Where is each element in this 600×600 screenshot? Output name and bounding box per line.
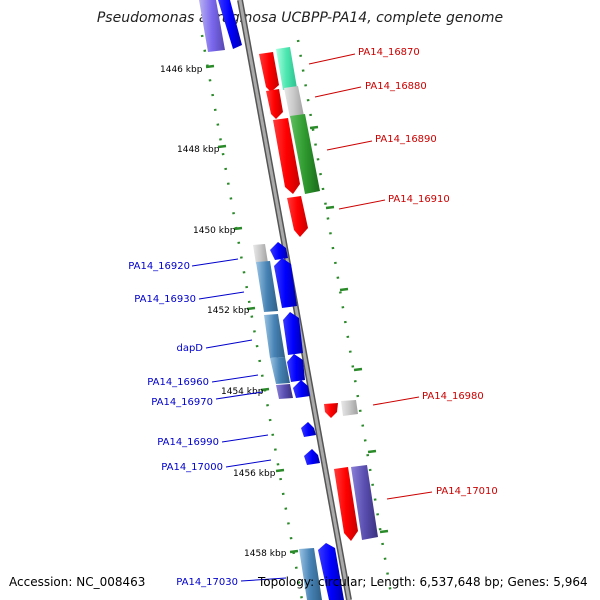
gene-pa14-16870[interactable] [276,47,297,90]
label-pa14-16970[interactable]: PA14_16970 [151,397,213,408]
scale-label-1450: 1450 kbp [193,226,236,236]
gene-pa14-16920[interactable] [253,242,288,264]
label-pa14-17010[interactable]: PA14_17010 [436,486,498,497]
label-pa14-16910[interactable]: PA14_16910 [388,194,450,205]
label-pa14-16930[interactable]: PA14_16930 [134,294,196,305]
gene-pa14-16930[interactable] [256,258,297,312]
gene-pa14-16890[interactable] [290,114,320,194]
label-pa14-16880[interactable]: PA14_16880 [365,81,427,92]
scale-ticks [205,64,389,554]
gene-pa14-16970[interactable] [276,380,310,399]
gene-pa14-17000[interactable] [304,449,320,465]
gene-pa14-16890-red[interactable] [273,118,300,194]
scale-label-1448: 1448 kbp [177,145,220,155]
gene-top-left-partial[interactable] [199,0,242,52]
label-pa14-17000[interactable]: PA14_17000 [161,462,223,473]
gene-pa14-17030[interactable] [299,543,344,600]
genome-title: Pseudomonas aeruginosa UCBPP-PA14, compl… [96,10,504,26]
left-callouts [191,258,287,582]
label-pa14-16890[interactable]: PA14_16890 [375,134,437,145]
gene-pa14-16910[interactable] [287,196,308,237]
genome-summary-text: Topology: circular; Length: 6,537,648 bp… [258,575,588,589]
label-pa14-17030[interactable]: PA14_17030 [176,577,238,588]
gene-pa14-16880[interactable] [284,86,304,118]
label-pa14-16960[interactable]: PA14_16960 [147,377,209,388]
scale-label-1454: 1454 kbp [221,387,264,397]
scale-dots-left [200,34,304,600]
label-pa14-16870[interactable]: PA14_16870 [358,47,420,58]
scale-label-1456: 1456 kbp [233,469,276,479]
gene-pa14-16960[interactable] [270,354,305,384]
gene-dapD[interactable] [264,312,303,358]
scale-label-1446: 1446 kbp [160,65,203,75]
right-callouts [308,53,433,500]
label-pa14-16920[interactable]: PA14_16920 [128,261,190,272]
accession-text: Accession: NC_008463 [9,575,146,589]
label-pa14-16980[interactable]: PA14_16980 [422,391,484,402]
gene-pa14-17010[interactable] [351,465,378,540]
scale-label-1452: 1452 kbp [207,306,250,316]
label-dapD[interactable]: dapD [176,343,203,354]
gene-pa14-16990[interactable] [301,422,316,437]
gene-pa14-16880-red[interactable] [266,89,283,119]
gene-pa14-17010-red[interactable] [334,467,358,541]
gene-pa14-16980[interactable] [341,400,358,416]
label-pa14-16990[interactable]: PA14_16990 [157,437,219,448]
gene-pa14-16980-left[interactable] [324,403,338,418]
gene-pa14-16870-red[interactable] [259,52,279,92]
scale-label-1458: 1458 kbp [244,549,287,559]
